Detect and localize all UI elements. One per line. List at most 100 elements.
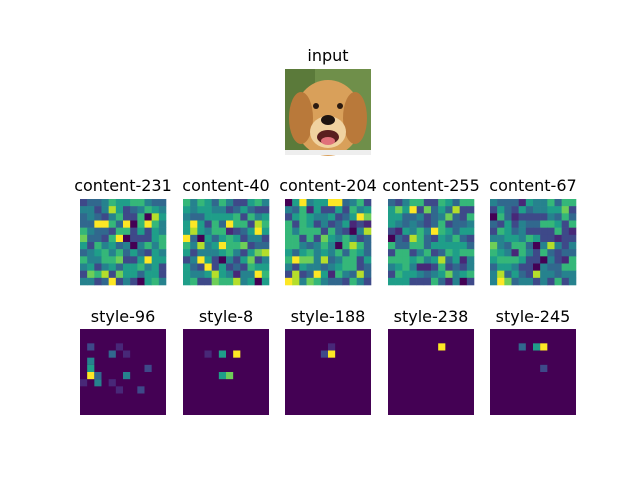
cell — [108, 277, 117, 286]
cell — [233, 277, 241, 286]
cell — [395, 242, 403, 250]
cell — [504, 199, 512, 207]
cell — [233, 270, 241, 279]
content-title: content-231 — [74, 176, 172, 195]
cell — [409, 227, 417, 236]
cell — [137, 242, 145, 250]
cell — [554, 277, 562, 286]
cell — [183, 249, 191, 257]
cell — [497, 242, 505, 250]
cell — [94, 277, 102, 286]
cell — [342, 270, 350, 279]
cell — [438, 263, 446, 271]
cell — [292, 199, 300, 207]
cell — [204, 263, 212, 271]
cell — [197, 220, 205, 228]
cell — [402, 270, 410, 279]
cell — [320, 206, 329, 214]
cell — [438, 249, 446, 257]
cell — [306, 227, 314, 236]
cell — [518, 213, 527, 221]
cell — [504, 249, 512, 257]
cell — [490, 256, 498, 264]
cell — [233, 199, 241, 207]
cell — [240, 234, 248, 243]
cell — [115, 386, 123, 394]
cell — [402, 199, 410, 207]
cell — [94, 256, 102, 264]
cell — [511, 256, 519, 264]
cell — [561, 263, 570, 271]
cell — [497, 227, 505, 236]
cell — [525, 249, 534, 257]
cell — [423, 220, 432, 228]
cell — [87, 277, 95, 286]
cell — [306, 213, 314, 221]
cell — [402, 220, 410, 228]
cell — [108, 263, 117, 271]
cell — [431, 270, 439, 279]
cell — [490, 242, 498, 250]
cell — [349, 277, 357, 286]
cell — [299, 227, 307, 236]
cell — [247, 256, 255, 264]
cell — [292, 213, 300, 221]
cell — [218, 234, 227, 243]
cell — [292, 242, 300, 250]
cell — [130, 277, 138, 286]
cell — [518, 199, 527, 207]
cell — [459, 227, 468, 236]
cell — [431, 220, 439, 228]
cell — [561, 234, 570, 243]
cell — [115, 256, 124, 264]
cell — [466, 213, 475, 221]
map-background — [285, 329, 371, 415]
style-map — [183, 329, 269, 415]
cell — [497, 220, 505, 228]
cell — [151, 249, 160, 257]
cell — [183, 263, 191, 271]
cell — [247, 220, 255, 228]
cell — [320, 256, 329, 264]
cell — [554, 206, 562, 214]
cell — [349, 199, 357, 207]
cell — [328, 277, 336, 286]
cell — [363, 220, 372, 228]
cell — [335, 242, 343, 250]
cell — [568, 242, 577, 250]
cell — [108, 256, 117, 264]
cell — [292, 270, 300, 279]
cell — [87, 256, 95, 264]
cell — [540, 242, 548, 250]
cell — [285, 249, 293, 257]
cell — [80, 263, 88, 271]
cell — [416, 256, 425, 264]
cell — [320, 242, 329, 250]
cell — [123, 372, 131, 380]
cell — [409, 242, 417, 250]
cell — [233, 227, 241, 236]
cell — [204, 249, 212, 257]
cell — [292, 277, 300, 286]
cell — [285, 277, 293, 286]
cell — [504, 242, 512, 250]
cell — [388, 242, 396, 250]
cell — [459, 206, 468, 214]
style-title: style-8 — [199, 307, 253, 326]
cell — [261, 277, 270, 286]
cell — [561, 249, 570, 257]
cell — [80, 249, 88, 257]
cell — [466, 256, 475, 264]
cell — [504, 263, 512, 271]
cell — [313, 249, 322, 257]
cell — [87, 199, 95, 207]
cell — [388, 270, 396, 279]
cell — [285, 242, 293, 250]
cell — [423, 227, 432, 236]
cell — [240, 206, 248, 214]
cell — [211, 263, 220, 271]
cell — [518, 270, 527, 279]
cell — [211, 213, 220, 221]
cell — [115, 263, 124, 271]
cell — [115, 242, 124, 250]
